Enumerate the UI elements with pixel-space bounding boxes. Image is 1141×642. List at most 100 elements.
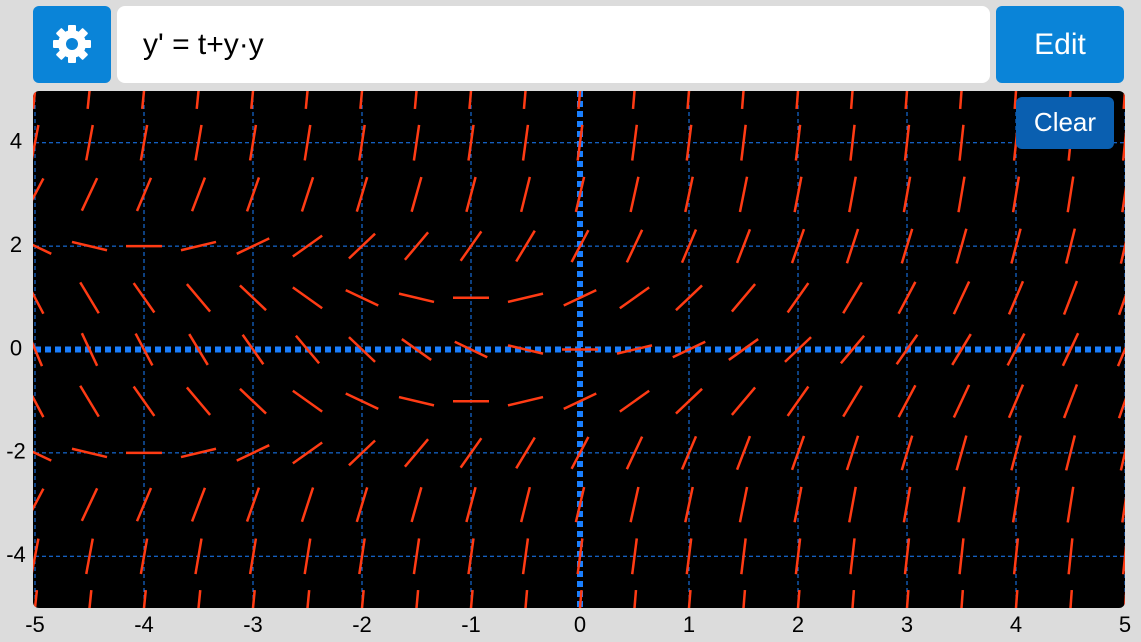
slope-segment (1066, 176, 1075, 213)
slope-segment (239, 284, 267, 312)
x-tick-label: -5 (25, 612, 45, 637)
slope-segment (619, 286, 650, 310)
slope-segment (842, 281, 863, 314)
slope-segment (740, 538, 747, 575)
slope-segment (401, 338, 432, 361)
slope-segment (625, 436, 644, 470)
slope-segment (33, 488, 45, 522)
slope-segment (348, 336, 376, 363)
settings-button[interactable] (33, 6, 111, 83)
slope-segment (790, 228, 806, 264)
slope-segment (631, 589, 638, 608)
slope-segment (686, 91, 692, 110)
slope-segment (507, 344, 544, 355)
clear-button-label: Clear (1034, 107, 1096, 137)
slope-segment (403, 438, 430, 468)
x-tick-label: 1 (683, 612, 695, 637)
slope-segment (507, 292, 544, 304)
slope-segment (903, 538, 911, 575)
slope-segment (1011, 176, 1021, 213)
slope-segment (1121, 538, 1125, 575)
x-tick-label: 4 (1010, 612, 1022, 637)
slope-segment (515, 230, 536, 263)
slope-segment (794, 538, 802, 575)
slope-segment (786, 385, 810, 417)
slope-segment (904, 91, 910, 110)
slope-segment (1006, 332, 1026, 367)
slope-segment (793, 176, 803, 213)
slope-segment (1007, 384, 1025, 419)
slope-segment (140, 91, 148, 110)
slope-segment (194, 538, 203, 575)
slope-segment (86, 91, 93, 110)
slope-segment (135, 487, 153, 522)
x-tick-label: 2 (792, 612, 804, 637)
y-tick-label: 0 (10, 335, 22, 360)
slope-segment (1116, 332, 1125, 367)
slope-segment (86, 589, 93, 608)
slope-segment (900, 228, 914, 264)
slope-segment (740, 589, 747, 608)
slope-segment (85, 538, 94, 575)
x-tick-label: -4 (134, 612, 154, 637)
slope-segment (839, 334, 866, 365)
slope-segment (85, 124, 94, 161)
slope-segment (248, 538, 258, 575)
slope-segment (563, 392, 597, 411)
slope-segment (1010, 435, 1022, 471)
slope-segment (33, 384, 45, 418)
slope-segment (957, 176, 966, 213)
x-tick-label: -1 (461, 612, 481, 637)
slope-segment (574, 486, 586, 523)
slope-segment (33, 281, 45, 315)
slope-segment (236, 237, 270, 255)
slope-segment (348, 232, 376, 260)
slope-segment (958, 589, 965, 608)
slope-segment (79, 385, 100, 418)
slope-segment (241, 334, 265, 365)
slope-segment (842, 385, 863, 418)
slope-segment (454, 340, 488, 359)
slope-segment (786, 282, 810, 314)
slope-segment (1121, 176, 1125, 213)
slope-segment (412, 124, 421, 161)
slope-segment (71, 240, 108, 252)
clear-button[interactable] (1016, 97, 1114, 149)
slope-segment (784, 336, 812, 363)
slope-segment (576, 124, 584, 161)
slope-segment (467, 124, 475, 161)
slope-segment (345, 392, 379, 411)
slope-segment (1121, 124, 1125, 161)
slope-segment (845, 228, 860, 264)
slope-segment (521, 538, 530, 575)
slope-segment (958, 91, 965, 110)
slope-segment (631, 91, 638, 110)
slope-segment (359, 589, 365, 608)
slope-segment (292, 441, 323, 465)
equation-field[interactable] (117, 6, 990, 83)
slope-segment (629, 486, 640, 523)
slope-segment (522, 589, 529, 608)
slope-segment (292, 234, 323, 258)
slope-segment (403, 231, 430, 261)
slope-segment (1061, 332, 1080, 367)
slope-segment (180, 447, 217, 459)
slope-segment (738, 486, 749, 523)
slope-segment (413, 91, 420, 110)
slope-segment (577, 91, 583, 110)
x-tick-label: -3 (243, 612, 263, 637)
slope-segment (795, 91, 801, 110)
slope-segment (900, 435, 914, 471)
edit-button[interactable] (996, 6, 1124, 83)
slope-segment (1010, 228, 1022, 264)
slope-segment (619, 389, 650, 413)
slope-segment (897, 384, 917, 418)
y-tick-label: 2 (10, 232, 22, 257)
slope-segment (33, 91, 39, 110)
slope-segment (468, 589, 474, 608)
slope-segment (80, 177, 99, 212)
slope-segment (250, 589, 256, 608)
slope-segment (616, 344, 653, 355)
slope-segment (245, 487, 261, 522)
slope-segment (1062, 280, 1079, 316)
